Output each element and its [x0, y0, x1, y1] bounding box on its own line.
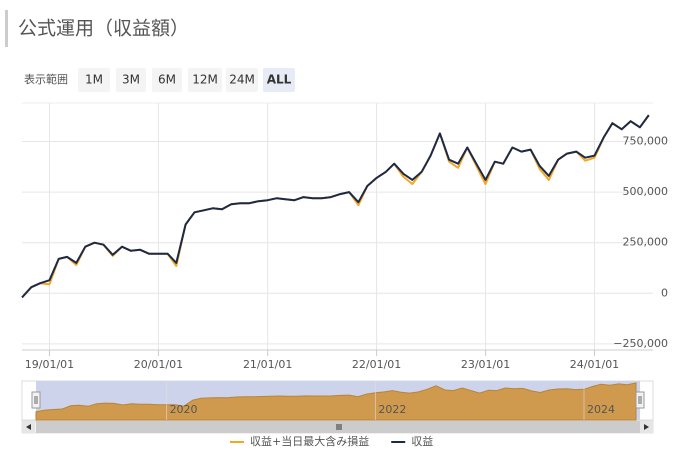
- series-line: [21, 114, 650, 299]
- navigator-handle[interactable]: [635, 391, 645, 409]
- range-button-label[interactable]: 6M: [158, 73, 176, 87]
- range-button[interactable]: [116, 68, 146, 92]
- range-button-label[interactable]: 24M: [229, 73, 255, 87]
- y-tick-label: 0: [661, 286, 668, 299]
- range-button[interactable]: [263, 68, 295, 92]
- chart-title: 公式運用（収益額）: [18, 18, 189, 40]
- y-tick-label: 500,000: [623, 185, 669, 198]
- y-tick-label: −250,000: [613, 337, 668, 350]
- range-button-label[interactable]: ALL: [267, 73, 292, 87]
- navigator-tick-label: 2022: [378, 403, 406, 416]
- arrow-right: [644, 424, 649, 430]
- range-button[interactable]: [188, 68, 222, 92]
- navigator-tick-label: 2020: [170, 403, 198, 416]
- navigator-tick-label: 2024: [587, 403, 615, 416]
- x-tick-label: 24/01/01: [570, 358, 619, 371]
- range-button[interactable]: [152, 68, 182, 92]
- x-tick-label: 21/01/01: [243, 358, 292, 371]
- y-tick-label: 250,000: [623, 236, 669, 249]
- range-button[interactable]: [78, 68, 110, 92]
- range-label: 表示範囲: [24, 72, 68, 86]
- navigator-area: [35, 382, 637, 421]
- x-tick-label: 22/01/01: [352, 358, 401, 371]
- x-tick-label: 20/01/01: [134, 358, 183, 371]
- range-button[interactable]: [226, 68, 258, 92]
- series-line: [21, 114, 650, 299]
- scrollbar-thumb[interactable]: [36, 421, 640, 433]
- legend-label[interactable]: 収益+当日最大含み損益: [250, 434, 369, 448]
- x-tick-label: 19/01/01: [25, 358, 74, 371]
- navigator-handle[interactable]: [31, 391, 41, 409]
- legend-label[interactable]: 収益: [411, 434, 433, 448]
- x-tick-label: 23/01/01: [461, 358, 510, 371]
- title-bar: [5, 10, 8, 47]
- arrow-left: [26, 424, 31, 430]
- y-tick-label: 750,000: [623, 134, 669, 147]
- range-button-label[interactable]: 3M: [122, 73, 140, 87]
- range-button-label[interactable]: 1M: [85, 73, 103, 87]
- range-button-label[interactable]: 12M: [192, 73, 218, 87]
